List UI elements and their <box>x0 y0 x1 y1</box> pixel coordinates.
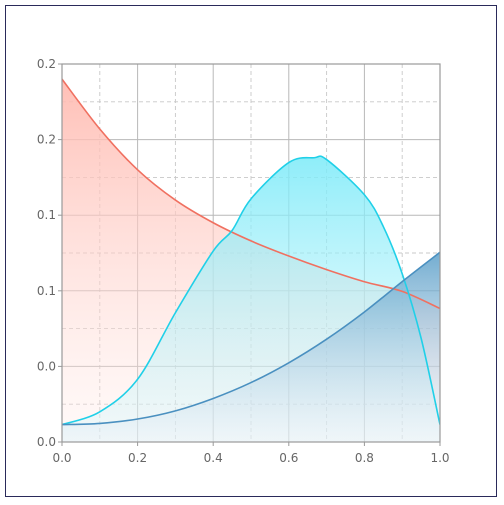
series-line-red <box>62 78 440 310</box>
x-tick-label: 0.6 <box>279 451 298 465</box>
series-lines <box>62 78 440 426</box>
y-tick-label: 0.1 <box>37 284 56 298</box>
x-tick-label: 1.0 <box>430 451 449 465</box>
y-axis-ticks: 0.0 0.0 0.1 0.1 0.2 0.2 <box>37 57 62 449</box>
plot-border <box>61 63 441 443</box>
y-tick-label: 0.0 <box>37 359 56 373</box>
y-tick-label: 0.2 <box>37 133 56 147</box>
x-tick-label: 0.8 <box>355 451 374 465</box>
y-tick-label: 0.0 <box>37 435 56 449</box>
x-axis-ticks: 0.0 0.2 0.4 0.6 0.8 1.0 <box>52 442 450 465</box>
series-line-cyan <box>62 155 440 426</box>
y-tick-label: 0.2 <box>37 57 56 71</box>
x-tick-label: 0.2 <box>128 451 147 465</box>
x-tick-label: 0.0 <box>52 451 71 465</box>
y-tick-label: 0.1 <box>37 208 56 222</box>
series-areas <box>62 79 440 442</box>
series-area-blue <box>62 252 440 442</box>
x-tick-label: 0.4 <box>204 451 223 465</box>
series-line-blue <box>62 251 440 426</box>
